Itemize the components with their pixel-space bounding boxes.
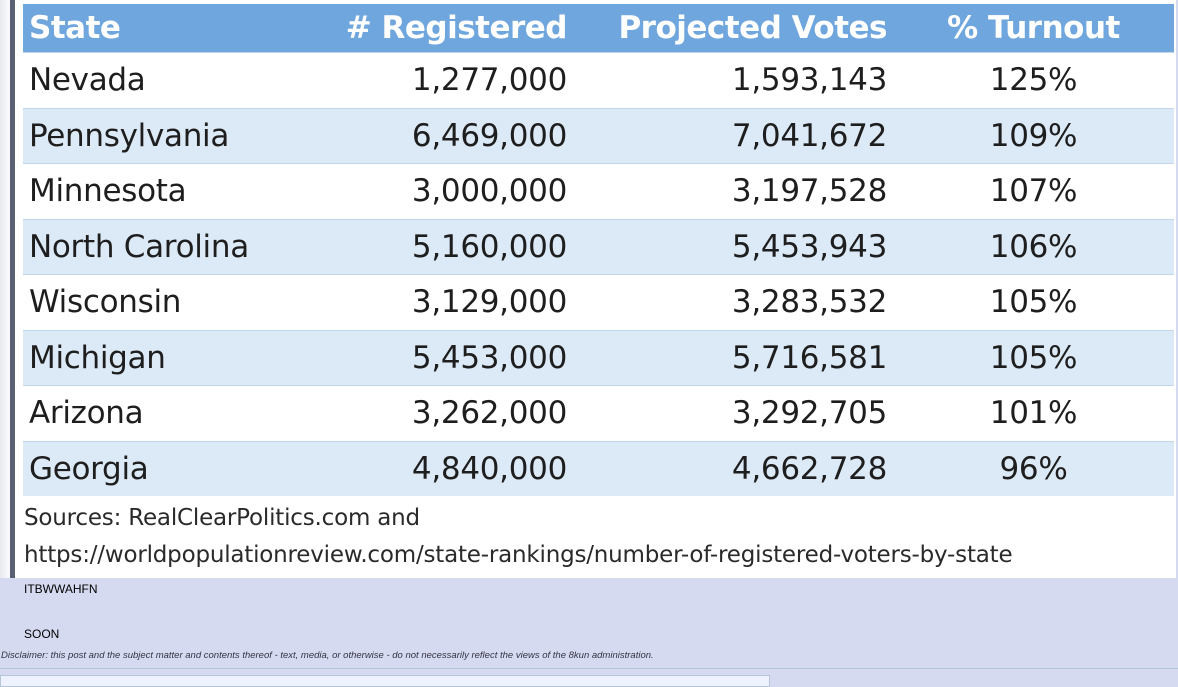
cell-projected-votes: 7,041,672 [573,107,893,164]
next-post-container [0,675,770,687]
turnout-table: State # Registered Projected Votes % Tur… [23,4,1174,496]
post-separator [0,668,1178,669]
cell-registered: 4,840,000 [313,440,573,496]
cell-projected-votes: 1,593,143 [573,52,893,108]
cell-turnout: 125% [893,52,1174,108]
cell-turnout: 105% [893,274,1174,330]
cell-state: Georgia [23,440,313,496]
table-header-row: State # Registered Projected Votes % Tur… [23,4,1174,53]
table-row: Wisconsin 3,129,000 3,283,532 105% [23,274,1174,330]
header-turnout: % Turnout [893,4,1174,53]
table-row: Michigan 5,453,000 5,716,581 105% [23,329,1174,386]
cell-registered: 1,277,000 [313,52,573,108]
cell-registered: 3,129,000 [313,274,573,330]
cell-state: Pennsylvania [23,107,313,164]
cell-turnout: 105% [893,329,1174,386]
post-body: ITBWWAHFN SOON [24,582,98,672]
table-row: Nevada 1,277,000 1,593,143 125% [23,52,1174,108]
cell-turnout: 106% [893,218,1174,275]
cell-registered: 3,262,000 [313,385,573,441]
cell-state: Nevada [23,52,313,108]
cell-projected-votes: 3,197,528 [573,163,893,219]
cell-projected-votes: 3,292,705 [573,385,893,441]
cell-state: Wisconsin [23,274,313,330]
table-row: Georgia 4,840,000 4,662,728 96% [23,440,1174,496]
cell-projected-votes: 3,283,532 [573,274,893,330]
cell-state: Arizona [23,385,313,441]
image-left-edge [0,0,12,578]
cell-projected-votes: 4,662,728 [573,440,893,496]
table-row: Minnesota 3,000,000 3,197,528 107% [23,163,1174,219]
cell-registered: 5,160,000 [313,218,573,275]
table-row: North Carolina 5,160,000 5,453,943 106% [23,218,1174,275]
image-left-border [10,0,15,578]
post-image[interactable]: State # Registered Projected Votes % Tur… [0,0,1176,578]
cell-registered: 5,453,000 [313,329,573,386]
post-text-line-2: SOON [24,627,60,641]
sources-caption: Sources: RealClearPolitics.com and https… [24,500,1013,574]
disclaimer-text: Disclaimer: this post and the subject ma… [1,650,654,661]
cell-turnout: 107% [893,163,1174,219]
sources-line-1: Sources: RealClearPolitics.com and [24,505,420,531]
sources-line-2: https://worldpopulationreview.com/state-… [24,542,1013,568]
cell-projected-votes: 5,453,943 [573,218,893,275]
header-registered: # Registered [313,4,573,53]
table-row: Pennsylvania 6,469,000 7,041,672 109% [23,107,1174,164]
header-projected-votes: Projected Votes [573,4,893,53]
cell-projected-votes: 5,716,581 [573,329,893,386]
header-state: State [23,4,313,53]
cell-turnout: 101% [893,385,1174,441]
cell-turnout: 96% [893,440,1174,496]
post-text-line-1: ITBWWAHFN [24,582,98,596]
cell-state: North Carolina [23,218,313,275]
cell-turnout: 109% [893,107,1174,164]
table-row: Arizona 3,262,000 3,292,705 101% [23,385,1174,441]
cell-state: Michigan [23,329,313,386]
cell-state: Minnesota [23,163,313,219]
cell-registered: 3,000,000 [313,163,573,219]
cell-registered: 6,469,000 [313,107,573,164]
